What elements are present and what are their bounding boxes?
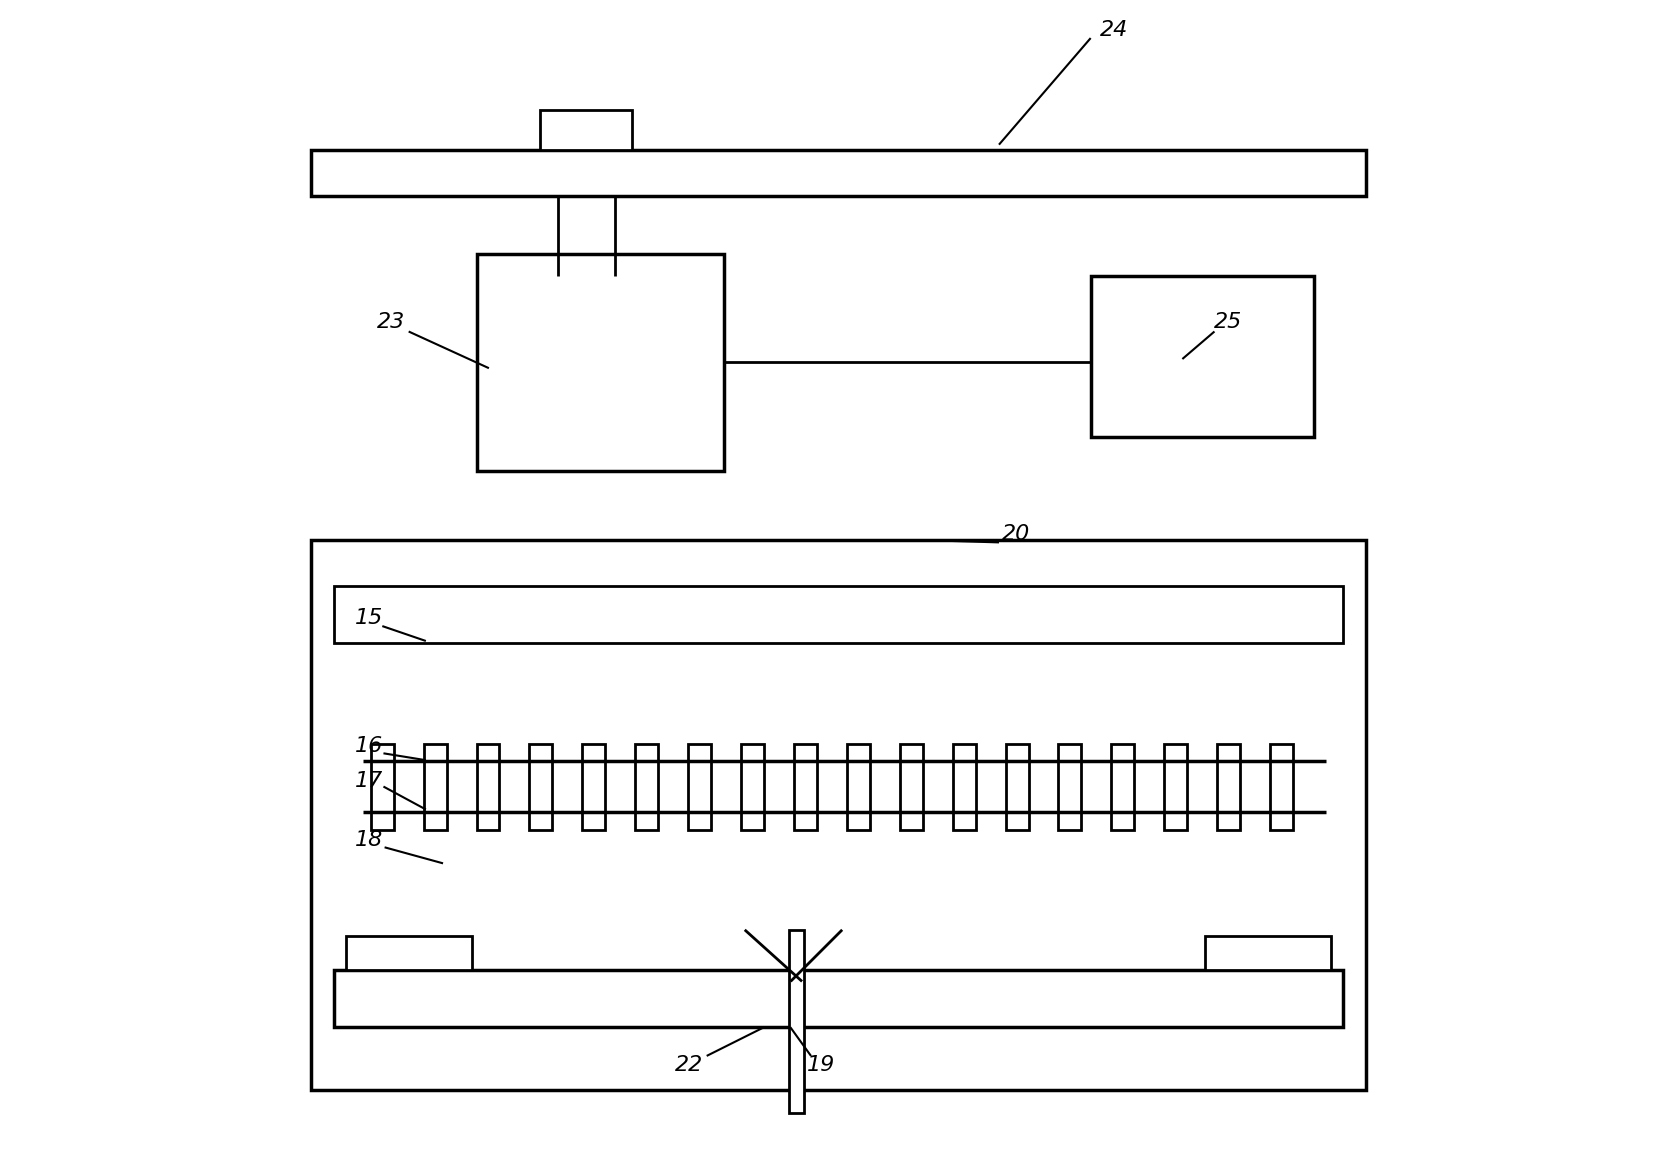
Bar: [1090, 277, 1315, 437]
Bar: [312, 540, 1365, 1090]
Text: 22: 22: [676, 1055, 704, 1075]
Bar: [334, 970, 1343, 1027]
Text: 16: 16: [354, 737, 382, 756]
Bar: [478, 254, 724, 471]
Bar: [424, 743, 446, 830]
Bar: [1206, 935, 1332, 970]
Bar: [688, 743, 711, 830]
Bar: [345, 935, 471, 970]
Bar: [371, 743, 394, 830]
Text: 17: 17: [354, 771, 382, 791]
Bar: [582, 743, 605, 830]
Bar: [901, 743, 922, 830]
Bar: [953, 743, 976, 830]
Bar: [847, 743, 870, 830]
Bar: [334, 586, 1343, 643]
Bar: [788, 930, 803, 1113]
Bar: [741, 743, 765, 830]
Bar: [636, 743, 657, 830]
Bar: [1006, 743, 1028, 830]
Bar: [1269, 743, 1293, 830]
Bar: [540, 110, 632, 151]
Bar: [1058, 743, 1082, 830]
Bar: [1218, 743, 1239, 830]
Text: 23: 23: [377, 313, 406, 332]
Text: 20: 20: [1003, 524, 1030, 545]
Bar: [476, 743, 500, 830]
Bar: [1112, 743, 1134, 830]
Text: 24: 24: [1100, 20, 1127, 40]
Text: 15: 15: [354, 608, 382, 629]
Bar: [530, 743, 552, 830]
Text: 19: 19: [807, 1055, 835, 1075]
Bar: [312, 151, 1365, 196]
Text: 25: 25: [1214, 313, 1243, 332]
Bar: [793, 743, 817, 830]
Bar: [1164, 743, 1187, 830]
Text: 18: 18: [354, 831, 382, 850]
